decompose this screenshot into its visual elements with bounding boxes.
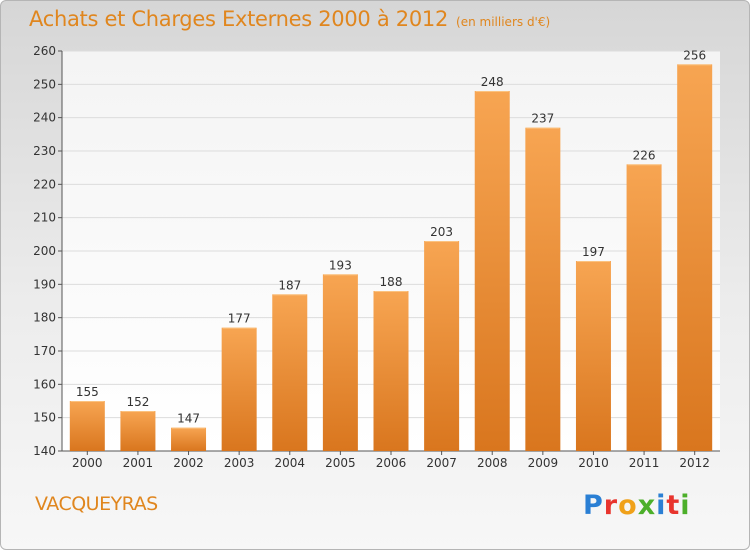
bar-value-label: 152 <box>126 395 149 409</box>
y-tick-label: 240 <box>33 111 56 125</box>
bar-value-label: 248 <box>481 75 504 89</box>
x-tick-label: 2000 <box>72 456 103 470</box>
y-tick-label: 190 <box>33 277 56 291</box>
bar <box>626 164 662 452</box>
x-tick-label: 2006 <box>376 456 407 470</box>
logo-letter: i <box>656 490 667 521</box>
logo-letter: o <box>618 490 638 521</box>
proxiti-logo: Proxiti <box>583 490 691 521</box>
y-tick-label: 180 <box>33 311 56 325</box>
logo-letter: t <box>666 490 681 521</box>
unit-label: (en milliers d'€) <box>456 15 551 29</box>
x-tick-label: 2008 <box>477 456 508 470</box>
y-tick-label: 220 <box>33 177 56 191</box>
y-tick-label: 160 <box>33 377 56 391</box>
y-tick-label: 170 <box>33 344 56 358</box>
bar-value-label: 256 <box>683 48 706 62</box>
x-tick-label: 2004 <box>274 456 305 470</box>
bar-value-label: 187 <box>278 278 301 292</box>
y-tick-label: 210 <box>33 211 56 225</box>
y-tick-label: 140 <box>33 444 56 458</box>
bar <box>171 427 207 451</box>
x-tick-label: 2002 <box>173 456 204 470</box>
bar-value-label: 155 <box>76 385 99 399</box>
x-tick-label: 2005 <box>325 456 356 470</box>
bar <box>677 64 713 452</box>
y-tick-label: 230 <box>33 144 56 158</box>
x-tick-label: 2012 <box>679 456 710 470</box>
bar-value-label: 188 <box>380 275 403 289</box>
bar-value-label: 237 <box>531 112 554 126</box>
bar <box>525 127 561 452</box>
x-tick-label: 2001 <box>123 456 154 470</box>
bar <box>373 291 409 451</box>
logo-letter: P <box>583 490 604 521</box>
chart-title: Achats et Charges Externes 2000 à 2012 (e… <box>29 7 550 31</box>
commune-name: VACQUEYRAS <box>35 493 158 515</box>
bar <box>120 411 156 451</box>
bar-value-label: 226 <box>633 148 656 162</box>
bar <box>474 91 510 451</box>
x-tick-label: 2009 <box>528 456 559 470</box>
x-tick-label: 2010 <box>578 456 609 470</box>
logo-letter: x <box>637 490 657 521</box>
bar <box>221 327 257 451</box>
bar <box>272 294 308 451</box>
bar-value-label: 193 <box>329 258 352 272</box>
bar <box>424 241 460 451</box>
y-tick-label: 250 <box>33 77 56 91</box>
x-tick-label: 2011 <box>629 456 660 470</box>
y-tick-label: 200 <box>33 244 56 258</box>
y-tick-label: 260 <box>33 44 56 58</box>
bar-value-label: 147 <box>177 412 200 426</box>
title-text: Achats et Charges Externes 2000 à 2012 <box>29 7 449 31</box>
logo-letter: r <box>603 490 619 521</box>
bar-value-label: 197 <box>582 245 605 259</box>
bar <box>575 261 611 451</box>
x-tick-label: 2003 <box>224 456 255 470</box>
bar <box>69 401 105 451</box>
bar <box>322 274 358 451</box>
bar-value-label: 203 <box>430 225 453 239</box>
logo-letter: i <box>680 490 691 521</box>
bar-value-label: 177 <box>228 312 251 326</box>
x-tick-label: 2007 <box>426 456 457 470</box>
y-tick-label: 150 <box>33 411 56 425</box>
